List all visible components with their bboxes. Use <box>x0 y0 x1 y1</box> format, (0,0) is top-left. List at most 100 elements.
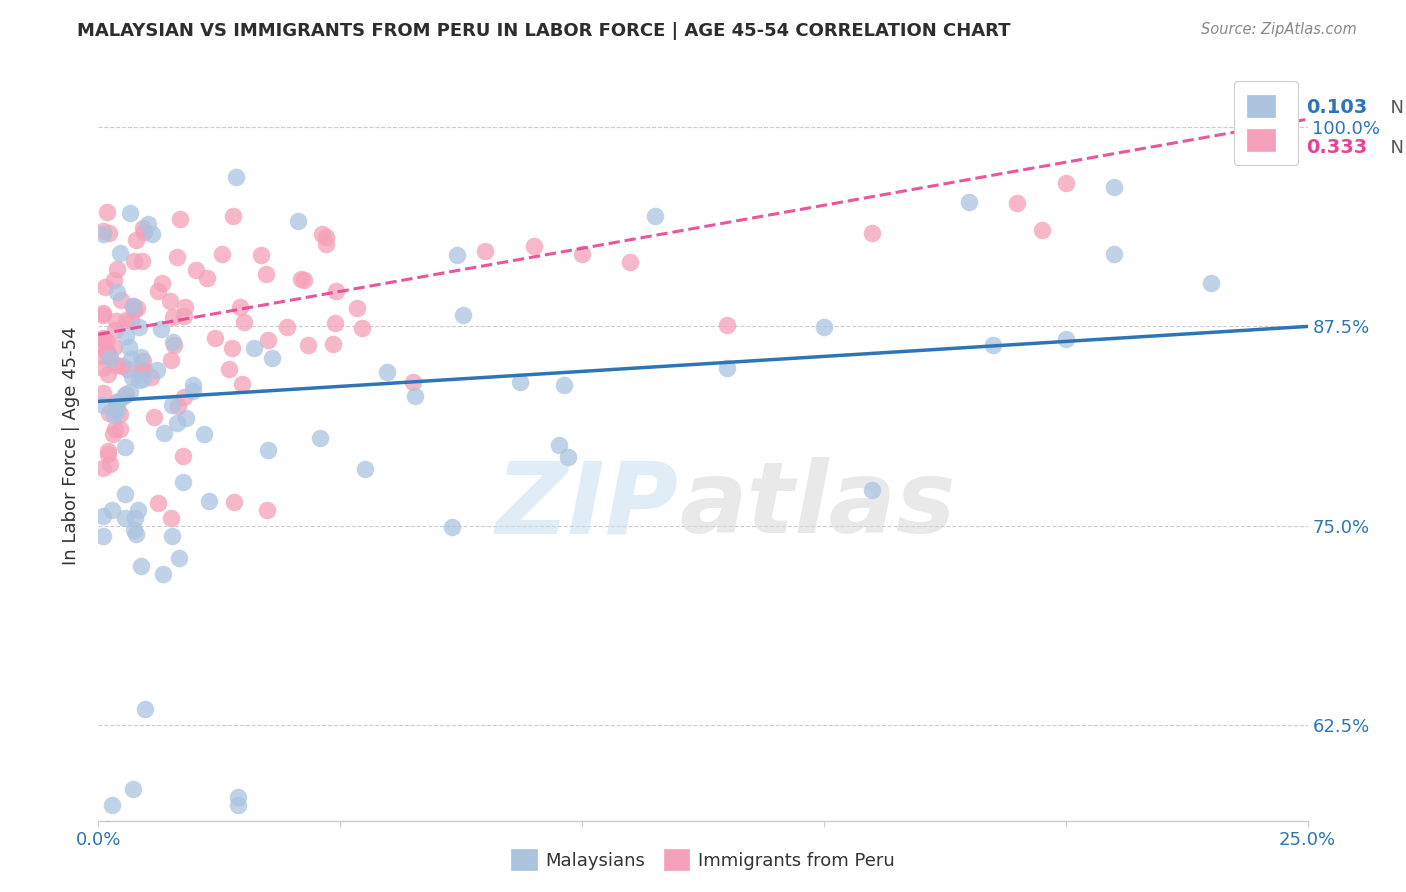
Point <box>315 236 337 251</box>
Point <box>716 360 738 375</box>
Point <box>134 225 156 239</box>
Point <box>91 508 114 523</box>
Text: ZIP: ZIP <box>496 458 679 555</box>
Point <box>813 320 835 334</box>
Legend: Malaysians, Immigrants from Peru: Malaysians, Immigrants from Peru <box>502 840 904 879</box>
Point <box>172 475 194 490</box>
Point <box>93 461 115 475</box>
Point <box>172 449 194 463</box>
Point <box>228 300 250 314</box>
Point <box>548 438 571 452</box>
Point <box>120 352 142 367</box>
Point <box>110 245 132 260</box>
Point <box>104 422 127 436</box>
Point <box>115 329 138 343</box>
Point <box>132 354 155 368</box>
Point <box>276 320 298 334</box>
Point <box>98 226 121 240</box>
Point <box>169 211 191 226</box>
Point <box>404 389 426 403</box>
Point <box>160 352 183 367</box>
Point <box>91 360 114 375</box>
Point <box>103 273 125 287</box>
Point <box>103 340 125 354</box>
Point <box>105 403 128 417</box>
Point <box>114 440 136 454</box>
Point <box>134 702 156 716</box>
Point <box>91 349 114 363</box>
Point <box>131 254 153 268</box>
Point <box>91 331 114 345</box>
Point <box>107 262 129 277</box>
Point <box>571 247 593 261</box>
Point <box>124 303 146 318</box>
Point <box>127 502 149 516</box>
Point <box>150 277 173 291</box>
Point <box>159 510 181 524</box>
Point <box>262 351 284 365</box>
Point <box>152 566 174 581</box>
Point <box>193 426 215 441</box>
Point <box>98 350 121 364</box>
Point <box>184 262 207 277</box>
Point <box>222 209 245 223</box>
Text: MALAYSIAN VS IMMIGRANTS FROM PERU IN LABOR FORCE | AGE 45-54 CORRELATION CHART: MALAYSIAN VS IMMIGRANTS FROM PERU IN LAB… <box>77 22 1011 40</box>
Text: R =: R = <box>1249 139 1288 157</box>
Point <box>115 312 138 326</box>
Point <box>132 372 155 386</box>
Point <box>139 369 162 384</box>
Point <box>122 781 145 796</box>
Point <box>153 425 176 440</box>
Point <box>287 213 309 227</box>
Point <box>110 422 132 436</box>
Point <box>860 226 883 240</box>
Point <box>91 227 114 241</box>
Text: 0.103: 0.103 <box>1306 98 1368 117</box>
Point <box>121 313 143 327</box>
Point <box>91 305 114 319</box>
Point <box>322 337 344 351</box>
Text: R =: R = <box>1249 98 1288 117</box>
Point <box>128 373 150 387</box>
Point <box>198 494 221 508</box>
Point <box>91 332 114 346</box>
Point <box>98 351 121 365</box>
Point <box>1102 247 1125 261</box>
Point <box>111 359 134 373</box>
Point <box>162 310 184 325</box>
Point <box>166 417 188 431</box>
Point <box>346 301 368 315</box>
Point <box>315 230 337 244</box>
Point <box>211 247 233 261</box>
Point <box>110 293 132 308</box>
Point <box>446 248 468 262</box>
Point <box>981 338 1004 352</box>
Point <box>91 386 114 401</box>
Point <box>105 285 128 299</box>
Point <box>149 321 172 335</box>
Point <box>309 431 332 445</box>
Point <box>97 444 120 458</box>
Point <box>222 495 245 509</box>
Point <box>104 395 127 409</box>
Point <box>112 389 135 403</box>
Text: N =: N = <box>1379 98 1406 117</box>
Point <box>1199 277 1222 291</box>
Point <box>125 301 148 315</box>
Point <box>294 273 316 287</box>
Point <box>325 284 347 298</box>
Point <box>174 410 197 425</box>
Point <box>114 386 136 401</box>
Point <box>114 487 136 501</box>
Point <box>131 221 153 235</box>
Point <box>218 362 240 376</box>
Point <box>860 483 883 497</box>
Point <box>557 450 579 465</box>
Point <box>124 510 146 524</box>
Text: 0.333: 0.333 <box>1306 138 1368 157</box>
Point <box>114 510 136 524</box>
Point <box>131 363 153 377</box>
Point <box>146 496 169 510</box>
Point <box>716 318 738 332</box>
Point <box>132 363 155 377</box>
